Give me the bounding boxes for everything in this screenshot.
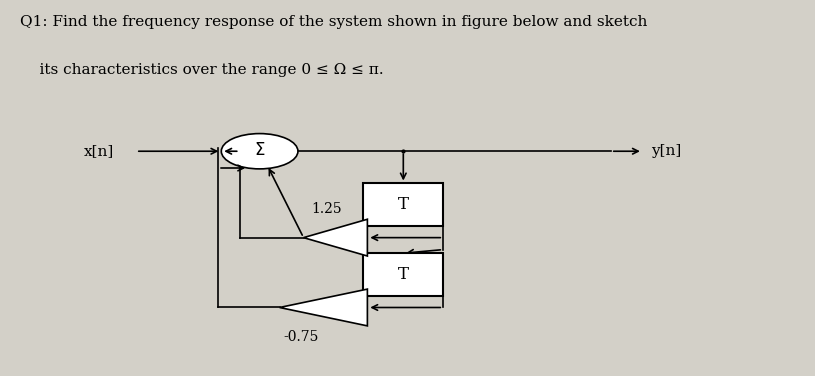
Text: T: T [398,266,409,283]
Text: $\Sigma$: $\Sigma$ [254,142,266,159]
Text: T: T [398,196,409,213]
Polygon shape [303,219,368,256]
Text: 1.25: 1.25 [311,202,342,215]
Text: -0.75: -0.75 [284,329,319,344]
Text: Q1: Find the frequency response of the system shown in figure below and sketch: Q1: Find the frequency response of the s… [20,15,647,29]
Bar [363,253,443,296]
Text: y[n]: y[n] [650,144,681,158]
Circle shape [222,133,298,169]
Text: x[n]: x[n] [84,144,114,158]
Bar [363,183,443,226]
Text: its characteristics over the range 0 ≤ Ω ≤ π.: its characteristics over the range 0 ≤ Ω… [20,63,384,77]
Polygon shape [280,289,368,326]
